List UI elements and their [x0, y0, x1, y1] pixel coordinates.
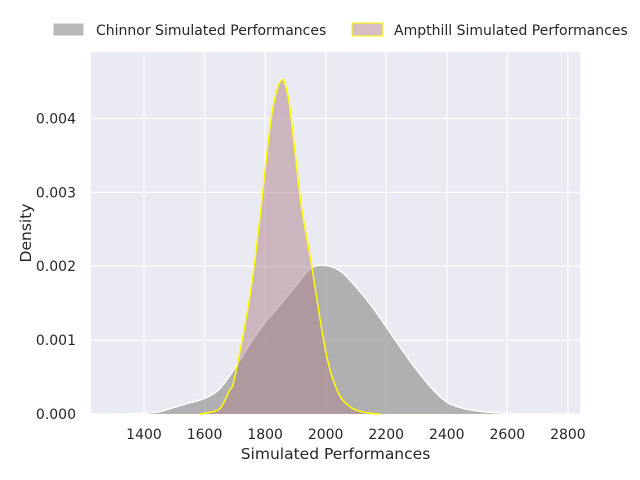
x-tick-label: 2000 — [308, 427, 344, 443]
legend: Chinnor Simulated Performances Ampthill S… — [52, 22, 628, 39]
x-tick-label: 2400 — [429, 427, 465, 443]
legend-label: Ampthill Simulated Performances — [394, 23, 628, 39]
legend-swatch — [351, 22, 384, 37]
x-tick-label: 1400 — [126, 427, 162, 443]
y-tick-label: 0.003 — [36, 185, 76, 201]
x-tick-label: 1600 — [187, 427, 223, 443]
y-tick-label: 0.004 — [36, 111, 76, 127]
x-tick-label: 1800 — [247, 427, 283, 443]
x-tick-label: 2200 — [368, 427, 404, 443]
density-line-1 — [199, 78, 381, 415]
x-tick-label: 2600 — [490, 427, 526, 443]
density-area-1 — [200, 79, 381, 414]
y-tick-label: 0.001 — [36, 333, 76, 349]
density-areas — [113, 78, 556, 415]
y-tick-label: 0.002 — [36, 259, 76, 275]
x-tick-label: 2800 — [550, 427, 586, 443]
y-tick-label: 0.000 — [36, 407, 76, 423]
legend-label: Chinnor Simulated Performances — [96, 23, 326, 39]
x-axis-label: Simulated Performances — [241, 445, 431, 463]
density-line-0 — [113, 264, 556, 415]
legend-swatch — [52, 22, 85, 37]
y-tick-labels: 0.000 0.001 0.002 0.003 0.004 — [36, 111, 76, 423]
density-area-0 — [113, 265, 556, 414]
y-axis-label: Density — [17, 204, 35, 263]
x-tick-labels: 1400 1600 1800 2000 2200 2400 2600 2800 — [126, 427, 586, 443]
